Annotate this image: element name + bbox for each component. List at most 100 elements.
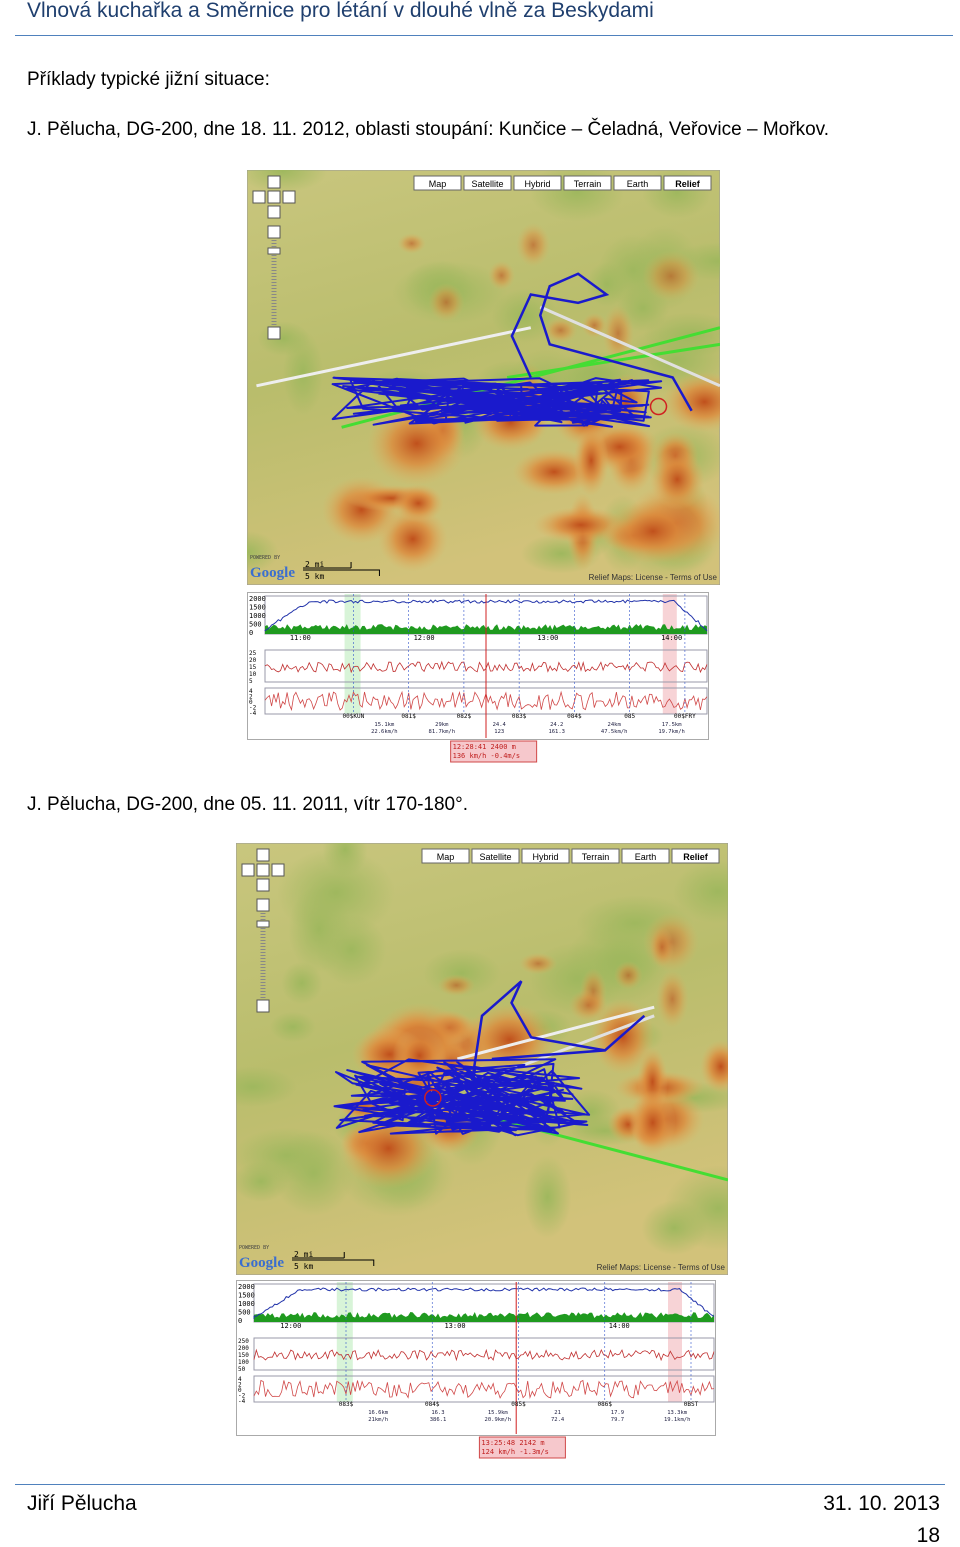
start-band (336, 1282, 353, 1402)
track-leg (457, 1005, 655, 1061)
speed-tick-label: 50 (238, 1366, 246, 1373)
terrain (673, 859, 728, 924)
mountain (606, 498, 700, 564)
flight-track (510, 272, 693, 412)
zoom-control[interactable] (241, 863, 255, 877)
map-type-label: Earth (635, 852, 657, 862)
map-screenshot: Map Satellite Hybrid Terrain Earth Relief POWE… (247, 170, 720, 585)
map-type-button[interactable] (563, 175, 612, 191)
leg-stat: 24km (608, 722, 622, 728)
map-type-button[interactable] (521, 848, 570, 864)
waypoint-label: 082$ (457, 713, 472, 720)
map-type-button[interactable] (671, 848, 720, 864)
vario-tick-label: 2 (249, 694, 253, 701)
zoom-control[interactable] (267, 205, 281, 219)
alt-tick-label: 0 (238, 1317, 242, 1325)
time-label: 13:00 (444, 1322, 465, 1330)
zoom-control[interactable] (267, 190, 281, 204)
waypoint-label: 085 (624, 713, 635, 720)
time-label: 12:00 (414, 634, 435, 642)
map-type-label: Satellite (479, 852, 511, 862)
terrain (315, 914, 387, 986)
terrain (586, 261, 628, 307)
vario-tick-label: -2 (249, 705, 257, 712)
leg-stat: 15.1km (374, 722, 395, 728)
waypoint-label: 00$KUN (343, 713, 365, 720)
ground-area (254, 1312, 714, 1322)
speed-tick-label: 100 (238, 1359, 249, 1366)
attribution: Relief Maps: License - Terms of Use (589, 573, 718, 582)
terrain (523, 1155, 572, 1239)
footer-author: Jiří Pělucha (27, 1492, 137, 1515)
zoom-control[interactable] (252, 190, 266, 204)
vario-trace (253, 1379, 715, 1399)
map-type-button[interactable] (663, 175, 712, 191)
map-type-button[interactable] (471, 848, 520, 864)
map-type-label: Relief (683, 852, 709, 862)
waypoint-label: 085$ (511, 1401, 526, 1408)
zoom-control[interactable] (256, 863, 270, 877)
start-band (344, 594, 361, 714)
mountain (700, 1040, 728, 1093)
terrain (281, 961, 323, 1005)
zoom-control[interactable] (271, 863, 285, 877)
map-type-button[interactable] (413, 175, 462, 191)
mountain (393, 484, 444, 523)
mountain (602, 304, 634, 362)
zoom-control[interactable] (267, 175, 281, 189)
track-leg (539, 305, 720, 388)
zoom-control[interactable] (256, 878, 270, 892)
vario-tick-label: 4 (238, 1376, 242, 1383)
map-type-button[interactable] (421, 848, 470, 864)
flight-track (333, 1058, 591, 1137)
mountain (518, 952, 558, 975)
vario-tick-label: 0 (249, 699, 253, 706)
zoom-control[interactable] (267, 225, 281, 239)
scale-label: 2 mi (305, 560, 324, 569)
terrain (277, 848, 396, 938)
time-label: 12:00 (280, 1322, 301, 1330)
waypoint-label: 086$ (598, 1401, 613, 1408)
map-type-button[interactable] (571, 848, 620, 864)
profile-frame (247, 592, 709, 740)
map-type-button[interactable] (621, 848, 670, 864)
waypoint-label: 083$ (339, 1401, 354, 1408)
alt-tick-label: 2000 (238, 1283, 255, 1291)
leg-stat: 15.9km (488, 1410, 509, 1416)
leg-stat: 17.9 (611, 1410, 624, 1416)
terrain (247, 170, 328, 193)
mountain (428, 283, 465, 322)
end-band (662, 594, 677, 714)
zoom-control[interactable] (267, 326, 281, 340)
leg-stat: 161.3 (548, 729, 565, 735)
map-type-button[interactable] (463, 175, 512, 191)
leg-stat: 81.7km/h (429, 729, 456, 735)
speed-tick-label: 15 (249, 664, 257, 671)
info-box (450, 740, 538, 763)
header-title: Vlnová kuchařka a Směrnice pro létání v … (27, 0, 654, 22)
footer-date: 31. 10. 2013 (823, 1492, 940, 1515)
map-type-button[interactable] (613, 175, 662, 191)
flight-track (331, 376, 663, 428)
map-type-label: Hybrid (524, 179, 550, 189)
terrain (269, 1011, 317, 1043)
terrain (491, 288, 558, 343)
google-logo: Google (250, 565, 295, 581)
zoom-control[interactable] (282, 190, 296, 204)
alt-tick-label: 500 (238, 1309, 251, 1317)
mountain (568, 989, 608, 1022)
mountain (392, 1027, 447, 1085)
heading: Příklady typické jižní situace: (27, 69, 270, 90)
zoom-control[interactable] (256, 848, 270, 862)
zoom-control[interactable] (256, 999, 270, 1013)
map-type-button[interactable] (513, 175, 562, 191)
flight-track (470, 980, 646, 1081)
map-type-label: Map (437, 852, 455, 862)
zoom-control[interactable] (256, 898, 270, 912)
info-line: 13:25:48 2142 m (481, 1439, 544, 1447)
leg-stat: 29km (435, 722, 449, 728)
powered-by: POWERED BY (250, 555, 280, 561)
alt-tick-label: 1500 (238, 1292, 255, 1300)
mountain (655, 969, 689, 1029)
